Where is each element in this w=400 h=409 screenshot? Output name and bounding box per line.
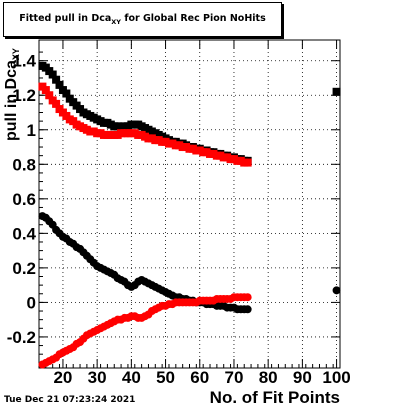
chart-title: Fitted pull in DcaXY for Global Rec Pion… [19, 13, 265, 26]
data-point [41, 86, 50, 95]
x-tick-label: 100 [322, 368, 350, 387]
x-tick-label: 50 [156, 368, 175, 387]
x-tick-label: 80 [259, 368, 278, 387]
data-point [332, 286, 341, 295]
data-point [243, 293, 252, 302]
data-point [332, 87, 341, 96]
data-point [62, 89, 71, 98]
data-point [243, 305, 252, 314]
data-point [52, 99, 61, 108]
axis-ticks [39, 40, 340, 368]
x-tick-label: 30 [88, 368, 107, 387]
y-tick-label: 1 [27, 121, 36, 140]
y-tick-label: 0.2 [12, 259, 36, 278]
data-point [48, 70, 57, 79]
y-tick-label: 0.8 [12, 155, 36, 174]
x-tick-label: 20 [53, 368, 72, 387]
timestamp: Tue Dec 21 07:23:24 2021 [4, 395, 136, 405]
title-subscript: XY [111, 18, 122, 26]
y-tick-label: 0 [27, 293, 36, 312]
x-tick-label: 70 [225, 368, 244, 387]
y-axis-label: pull in DcaXY [3, 48, 21, 141]
y-tick-label: 1.4 [12, 52, 36, 71]
data-point [243, 158, 252, 167]
data-point [52, 75, 61, 84]
tick-labels: 20 30 40 50 60 70 80 90 100 -0.2 0 0.2 0.4 0.6 0.8 1 1.2… [7, 52, 351, 387]
title-suffix: for Global Rec Pion NoHits [121, 13, 266, 24]
data-point [55, 80, 64, 89]
plot-frame [38, 39, 341, 369]
title-prefix: Fitted pull in Dca [19, 13, 112, 24]
x-axis-label: No. of Fit Points [209, 388, 340, 407]
y-tick-label: 0.4 [12, 224, 36, 243]
y-tick-label: 1.2 [12, 86, 36, 105]
x-tick-label: 60 [190, 368, 209, 387]
x-tick-label: 40 [122, 368, 141, 387]
data-markers [38, 61, 341, 369]
y-tick-label: -0.2 [7, 328, 36, 347]
grid-lines [39, 40, 340, 368]
ylabel-prefix: pull in Dca [3, 60, 20, 141]
data-point [45, 91, 54, 100]
chart-title-box: Fitted pull in DcaXY for Global Rec Pion… [3, 2, 282, 37]
x-tick-label: 90 [293, 368, 312, 387]
ylabel-subscript: XY [11, 48, 21, 61]
y-tick-label: 0.6 [12, 190, 36, 209]
